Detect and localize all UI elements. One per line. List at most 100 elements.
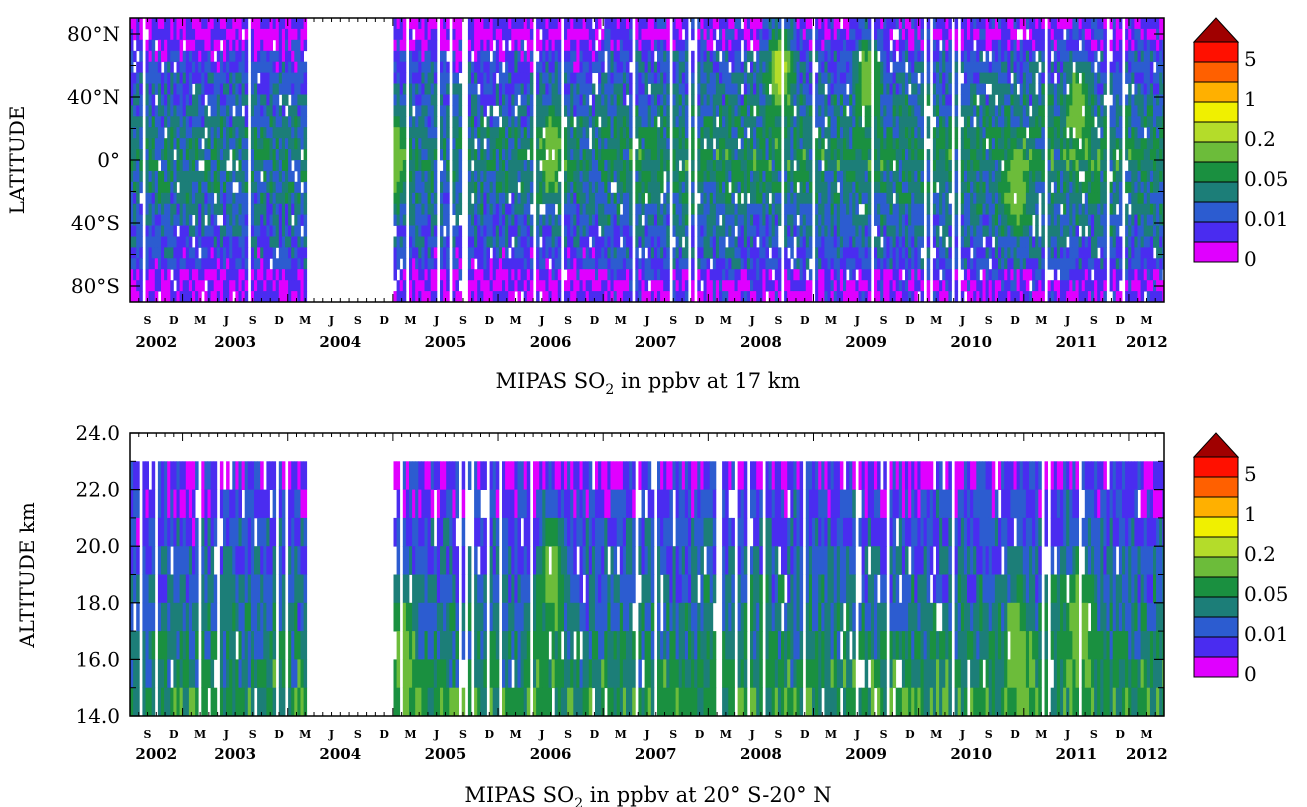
heat-cell bbox=[585, 258, 590, 270]
heat-cell bbox=[272, 72, 277, 84]
heat-cell bbox=[666, 94, 670, 106]
heat-cell bbox=[650, 225, 655, 237]
heat-cell bbox=[684, 203, 689, 216]
heat-cell bbox=[489, 269, 494, 281]
heat-cell bbox=[715, 149, 720, 161]
heat-cell bbox=[257, 94, 261, 106]
heat-cell bbox=[635, 127, 639, 139]
heat-cell bbox=[542, 192, 546, 205]
heat-cell bbox=[130, 39, 134, 52]
heat-cell bbox=[883, 160, 887, 172]
heat-cell bbox=[830, 50, 835, 63]
heat-cell bbox=[393, 72, 397, 84]
heat-cell bbox=[697, 269, 701, 281]
heat-cell bbox=[151, 203, 156, 216]
heat-cell bbox=[703, 214, 707, 226]
heat-cell bbox=[740, 149, 745, 161]
heat-cell bbox=[548, 116, 552, 128]
heat-cell bbox=[787, 94, 791, 106]
heat-cell bbox=[250, 138, 255, 150]
heat-cell bbox=[554, 291, 559, 302]
heat-cell bbox=[684, 105, 689, 117]
heat-cell bbox=[297, 214, 301, 226]
heat-cell bbox=[678, 127, 683, 139]
heat-cell bbox=[266, 203, 270, 216]
heat-cell bbox=[706, 247, 711, 259]
heat-cell bbox=[573, 291, 577, 302]
heat-cell bbox=[557, 18, 562, 30]
heat-cell bbox=[480, 236, 484, 248]
heat-cell bbox=[415, 236, 419, 248]
heat-cell bbox=[644, 269, 649, 281]
heat-cell bbox=[610, 247, 614, 259]
heat-cell bbox=[712, 72, 717, 84]
heat-cell bbox=[576, 258, 580, 270]
heat-cell bbox=[737, 50, 742, 63]
heat-cell bbox=[740, 94, 745, 106]
heat-cell bbox=[195, 181, 199, 194]
heat-cell bbox=[418, 269, 422, 281]
heat-cell bbox=[740, 160, 745, 172]
heat-cell bbox=[765, 280, 769, 292]
heat-cell bbox=[430, 61, 435, 74]
heat-cell bbox=[508, 105, 512, 117]
heat-cell bbox=[619, 170, 624, 183]
heat-cell bbox=[855, 72, 859, 84]
heat-cell bbox=[719, 269, 723, 281]
heat-cell bbox=[777, 72, 782, 84]
heat-cell bbox=[195, 149, 199, 161]
heat-cell bbox=[712, 149, 717, 161]
heat-cell bbox=[517, 83, 521, 95]
heat-cell bbox=[554, 138, 559, 150]
heat-cell bbox=[877, 127, 881, 139]
heat-cell bbox=[619, 127, 624, 139]
heat-cell bbox=[409, 160, 413, 172]
heat-cell bbox=[622, 72, 627, 84]
heat-cell bbox=[393, 192, 397, 205]
heat-cell bbox=[626, 116, 630, 128]
heat-cell bbox=[297, 94, 301, 106]
heat-cell bbox=[526, 127, 531, 139]
heat-cell bbox=[874, 138, 878, 150]
heat-cell bbox=[219, 236, 224, 248]
heat-cell bbox=[836, 225, 841, 237]
heat-cell bbox=[604, 127, 608, 139]
heat-cell bbox=[185, 225, 190, 237]
heat-cell bbox=[223, 18, 227, 30]
heat-cell bbox=[545, 280, 549, 292]
heat-cell bbox=[133, 127, 137, 139]
heat-cell bbox=[297, 105, 301, 117]
heat-cell bbox=[210, 149, 215, 161]
heat-cell bbox=[666, 203, 670, 216]
heat-cell bbox=[421, 50, 425, 63]
heat-cell bbox=[241, 39, 246, 52]
heat-cell bbox=[241, 247, 246, 259]
heat-cell bbox=[753, 94, 757, 106]
heat-cell bbox=[427, 214, 432, 226]
heat-cell bbox=[675, 269, 680, 281]
heat-cell bbox=[545, 192, 549, 205]
heat-cell bbox=[678, 280, 683, 292]
heat-cell bbox=[864, 138, 869, 150]
heat-cell bbox=[759, 280, 763, 292]
heat-cell bbox=[567, 105, 571, 117]
heat-cell bbox=[216, 83, 221, 95]
heat-cell bbox=[427, 280, 432, 292]
heat-cell bbox=[151, 127, 156, 139]
heat-cell bbox=[536, 181, 540, 194]
heat-cell bbox=[836, 192, 841, 205]
heat-cell bbox=[858, 61, 862, 74]
heat-cell bbox=[777, 214, 782, 226]
heat-cell bbox=[784, 28, 788, 41]
heat-cell bbox=[626, 18, 630, 30]
heat-cell bbox=[883, 127, 887, 139]
heat-cell bbox=[808, 105, 813, 117]
heat-cell bbox=[412, 50, 416, 63]
heat-cell bbox=[412, 291, 416, 302]
heat-cell bbox=[281, 116, 286, 128]
heat-cell bbox=[771, 105, 776, 117]
heat-cell bbox=[836, 149, 841, 161]
heat-cell bbox=[167, 280, 171, 292]
heat-cell bbox=[440, 50, 444, 63]
heat-cell bbox=[706, 127, 711, 139]
